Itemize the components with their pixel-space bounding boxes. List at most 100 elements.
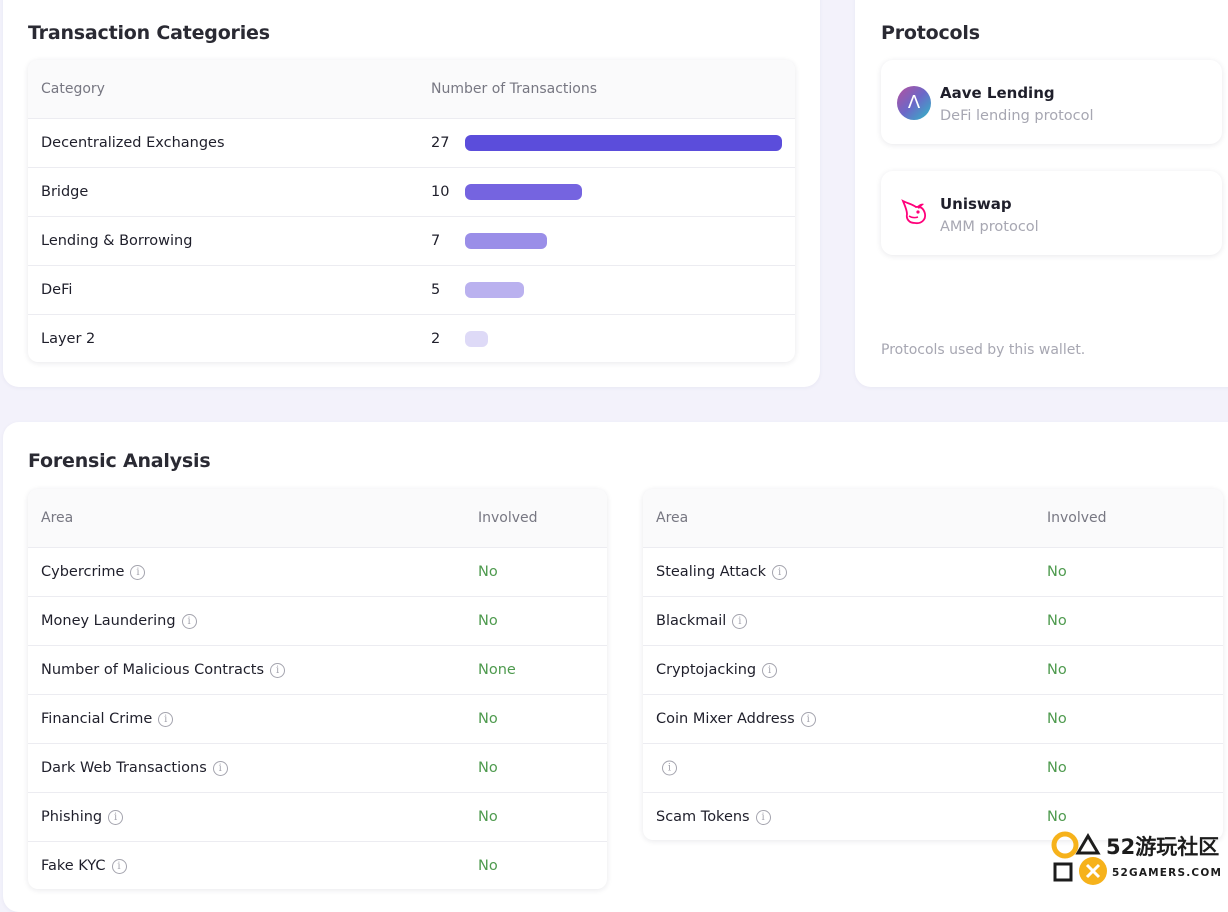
area-label: Blackmail: [656, 613, 727, 629]
table-row: Blackmail i No: [643, 597, 1223, 646]
count-bar: [465, 233, 547, 249]
category-column-header: Category: [41, 81, 105, 97]
area-label: Financial Crime: [41, 711, 153, 727]
involved-status: No: [1047, 711, 1067, 727]
info-icon[interactable]: i: [270, 662, 286, 678]
protocols-footnote: Protocols used by this wallet.: [881, 342, 1086, 358]
category-label: Lending & Borrowing: [41, 233, 193, 249]
involved-status: No: [478, 613, 498, 629]
info-icon[interactable]: i: [732, 613, 748, 629]
watermark-url: 52GAMERS.COM: [1112, 867, 1222, 879]
info-icon[interactable]: i: [130, 564, 146, 580]
table-row: Stealing Attack i No: [643, 548, 1223, 597]
transaction-count: 5: [431, 282, 441, 298]
table-row: DeFi 5: [28, 266, 795, 315]
category-label: DeFi: [41, 282, 73, 298]
area-cell: Coin Mixer Address i: [656, 711, 816, 727]
info-icon[interactable]: i: [662, 760, 677, 776]
watermark-logo: 52游玩社区 52GAMERS.COM: [1051, 831, 1222, 885]
table-row: Lending & Borrowing 7: [28, 217, 795, 266]
area-cell: Money Laundering i: [41, 613, 197, 629]
involved-column-header: Involved: [478, 510, 538, 526]
involved-status: No: [1047, 613, 1067, 629]
area-label: Fake KYC: [41, 858, 106, 874]
table-row: Number of Malicious Contracts i None: [28, 646, 607, 695]
protocol-card-uniswap[interactable]: Uniswap AMM protocol: [881, 171, 1222, 255]
involved-status: No: [478, 858, 498, 874]
info-icon[interactable]: i: [772, 564, 788, 580]
info-icon[interactable]: i: [181, 613, 197, 629]
area-label: Scam Tokens: [656, 809, 750, 825]
area-label: Coin Mixer Address: [656, 711, 795, 727]
table-row: Coin Mixer Address i No: [643, 695, 1223, 744]
transaction-categories-card: Transaction Categories Category Number o…: [3, 0, 820, 387]
area-label: Phishing: [41, 809, 103, 825]
area-cell: Dark Web Transactions i: [41, 760, 228, 776]
involved-status: No: [478, 809, 498, 825]
table-row: Decentralized Exchanges 27: [28, 119, 795, 168]
transaction-count: 27: [431, 135, 450, 151]
area-cell: Cryptojacking i: [656, 662, 778, 678]
table-row: i No: [643, 744, 1223, 793]
area-cell: Phishing i: [41, 809, 124, 825]
involved-status: No: [478, 760, 498, 776]
area-cell: Fake KYC i: [41, 858, 127, 874]
protocol-name: Aave Lending: [940, 84, 1055, 102]
info-icon[interactable]: i: [762, 662, 778, 678]
count-bar: [465, 184, 582, 200]
area-column-header: Area: [656, 510, 689, 526]
count-bar: [465, 282, 524, 298]
involved-column-header: Involved: [1047, 510, 1107, 526]
area-label: Dark Web Transactions: [41, 760, 207, 776]
info-icon[interactable]: i: [108, 809, 124, 825]
forensic-analysis-title: Forensic Analysis: [28, 450, 211, 472]
transaction-categories-title: Transaction Categories: [28, 22, 270, 44]
area-label: Number of Malicious Contracts: [41, 662, 265, 678]
protocol-description: DeFi lending protocol: [940, 108, 1094, 124]
protocol-card-aave[interactable]: Λ Aave Lending DeFi lending protocol: [881, 60, 1222, 144]
area-cell: Stealing Attack i: [656, 564, 788, 580]
table-row: Phishing i No: [28, 793, 607, 842]
info-icon[interactable]: i: [158, 711, 174, 727]
table-row: Bridge 10: [28, 168, 795, 217]
info-icon[interactable]: i: [800, 711, 816, 727]
area-cell: Blackmail i: [656, 613, 748, 629]
involved-status: No: [1047, 760, 1067, 776]
area-cell: Scam Tokens i: [656, 809, 771, 825]
area-cell: i: [662, 760, 677, 776]
uniswap-logo-icon: [901, 199, 927, 225]
involved-status: No: [1047, 662, 1067, 678]
involved-status: No: [478, 711, 498, 727]
transaction-count: 7: [431, 233, 441, 249]
involved-status: No: [478, 564, 498, 580]
involved-status: No: [1047, 809, 1067, 825]
aave-logo-icon: Λ: [897, 86, 931, 120]
count-column-header: Number of Transactions: [431, 81, 598, 97]
transaction-count: 10: [431, 184, 450, 200]
info-icon[interactable]: i: [212, 760, 228, 776]
transaction-categories-table: Category Number of Transactions Decentra…: [28, 60, 795, 362]
area-column-header: Area: [41, 510, 74, 526]
table-row: Layer 2 2: [28, 315, 795, 362]
area-cell: Number of Malicious Contracts i: [41, 662, 286, 678]
table-row: Money Laundering i No: [28, 597, 607, 646]
forensic-analysis-card: Forensic Analysis Area Involved Cybercri…: [3, 422, 1228, 912]
table-header: Category Number of Transactions: [28, 60, 795, 119]
table-row: Scam Tokens i No: [643, 793, 1223, 840]
watermark-brand: 52游玩社区: [1106, 835, 1219, 859]
category-label: Decentralized Exchanges: [41, 135, 225, 151]
area-cell: Financial Crime i: [41, 711, 174, 727]
info-icon[interactable]: i: [111, 858, 127, 874]
forensic-table-right: Area Involved Stealing Attack i No Blackmai…: [643, 489, 1223, 840]
table-header: Area Involved: [643, 489, 1223, 548]
category-label: Bridge: [41, 184, 89, 200]
count-bar: [465, 331, 488, 347]
protocols-card: Protocols Λ Aave Lending DeFi lending pr…: [855, 0, 1228, 387]
category-label: Layer 2: [41, 331, 96, 347]
info-icon[interactable]: i: [755, 809, 771, 825]
area-label: Cybercrime: [41, 564, 125, 580]
transaction-count: 2: [431, 331, 441, 347]
protocol-name: Uniswap: [940, 195, 1012, 213]
involved-status: None: [478, 662, 516, 678]
area-label: Stealing Attack: [656, 564, 767, 580]
